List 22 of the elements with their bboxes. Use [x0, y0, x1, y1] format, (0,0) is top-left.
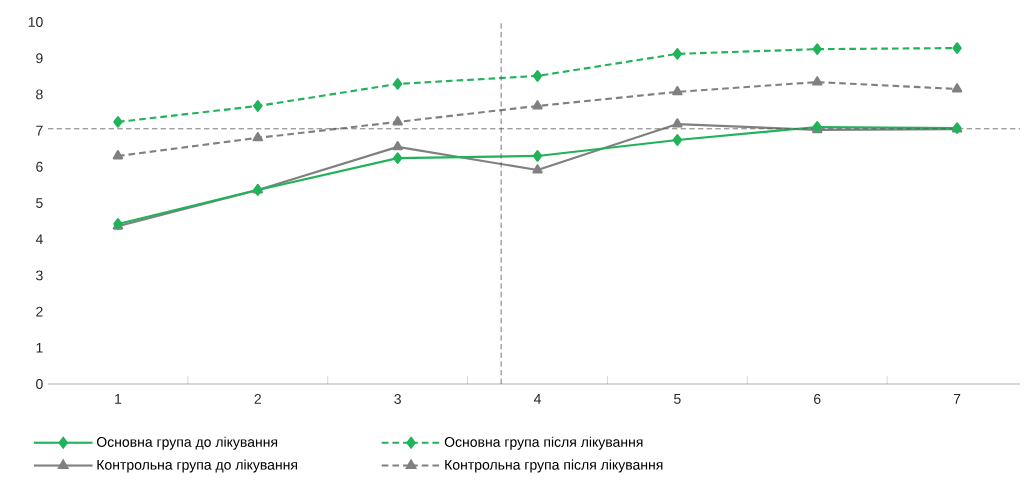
y-tick-label: 7	[36, 125, 43, 136]
y-tick-label: 5	[36, 198, 43, 208]
x-tick-label: 4	[533, 394, 541, 404]
x-tick-label: 5	[674, 394, 681, 404]
y-tick-label: 6	[36, 161, 43, 172]
legend-label: Основна група до лікування	[96, 436, 278, 450]
x-tick-label: 6	[814, 394, 821, 404]
legend-label: Основна група після лікування	[444, 436, 643, 450]
x-tick-label: 3	[394, 394, 401, 404]
legend-label: Контрольна група до лікування	[97, 459, 298, 473]
y-tick-label: 10	[28, 17, 43, 27]
y-tick-label: 0	[36, 379, 43, 389]
x-tick-label: 7	[953, 394, 961, 404]
x-tick-label: 2	[254, 394, 261, 404]
legend-label: Контрольна група після лікування	[445, 459, 663, 473]
x-tick-label: 1	[115, 394, 122, 404]
y-tick-label: 4	[35, 234, 43, 245]
y-tick-label: 3	[36, 270, 43, 281]
y-tick-label: 9	[36, 53, 43, 64]
y-tick-label: 8	[36, 89, 43, 100]
y-tick-label: 2	[36, 306, 43, 317]
y-tick-label: 1	[36, 343, 43, 353]
